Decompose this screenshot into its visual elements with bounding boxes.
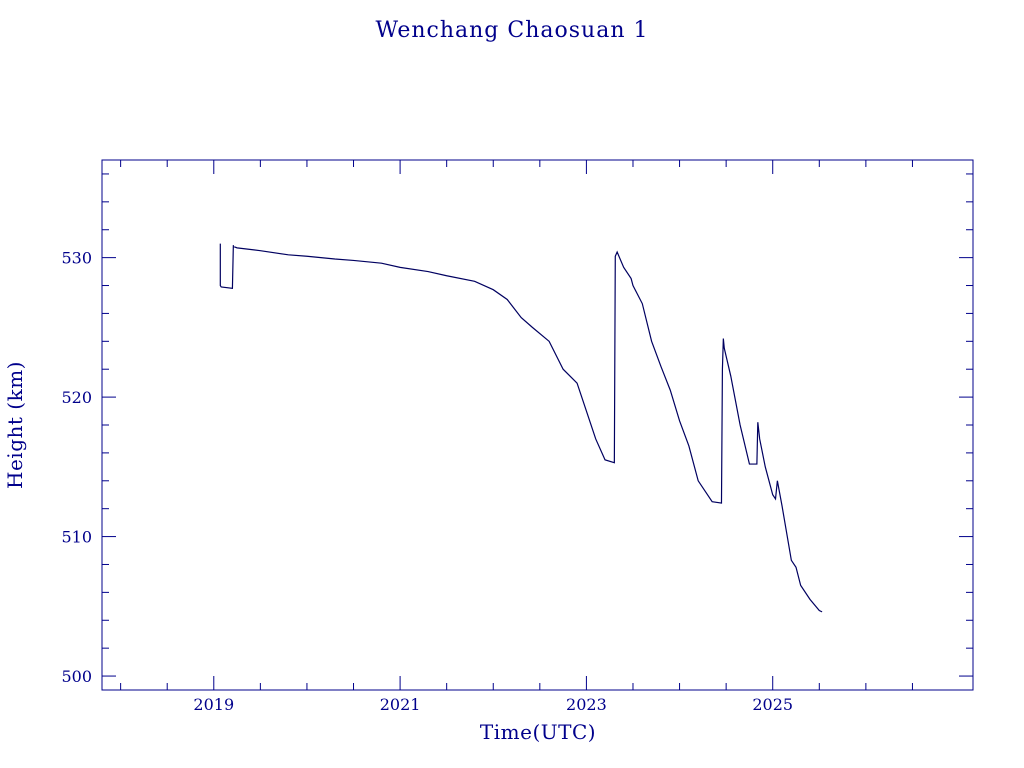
x-tick-label: 2019: [193, 695, 234, 714]
x-tick-label: 2021: [380, 695, 421, 714]
axis-ticks: [102, 160, 973, 690]
y-tick-label: 530: [61, 249, 92, 268]
chart-title: Wenchang Chaosuan 1: [376, 18, 649, 43]
x-axis-label: Time(UTC): [480, 720, 596, 744]
y-tick-label: 510: [61, 528, 92, 547]
y-tick-label: 500: [61, 667, 92, 686]
y-tick-label: 520: [61, 388, 92, 407]
x-tick-label: 2023: [566, 695, 607, 714]
series-line-height: [219, 243, 823, 613]
x-tick-label: 2025: [752, 695, 793, 714]
plot-frame: [101, 159, 974, 691]
axis-tick-labels: 2019 2021 2023 2025 500 510 520 530: [61, 249, 793, 714]
y-axis-label: Height (km): [3, 361, 27, 489]
